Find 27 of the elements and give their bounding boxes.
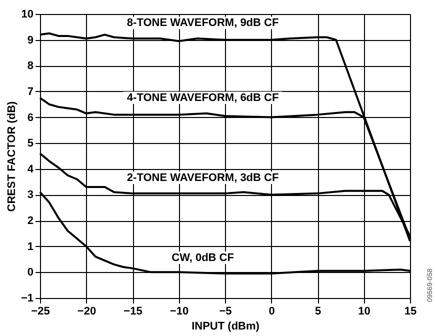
x-tick-label: −20 <box>77 306 96 318</box>
x-tick-label: 10 <box>358 306 370 318</box>
y-tick-label: 5 <box>27 138 34 150</box>
y-tick-label: 0 <box>27 266 34 279</box>
y-tick-label: 2 <box>27 215 34 228</box>
x-tick-label: 5 <box>314 306 322 318</box>
series-label: 2-TONE WAVEFORM, 3dB CF <box>126 172 279 184</box>
series-label: 8-TONE WAVEFORM, 9dB CF <box>126 16 279 29</box>
x-tick-label: −10 <box>170 306 189 318</box>
y-tick-label: 9 <box>27 34 34 46</box>
x-tick-label: −5 <box>219 306 232 318</box>
series-label: 4-TONE WAVEFORM, 6dB CF <box>126 92 279 104</box>
y-tick-label: −1 <box>20 292 34 304</box>
y-tick-label: 4 <box>27 163 34 176</box>
x-tick-label: −25 <box>31 306 50 318</box>
y-tick-label: 8 <box>27 60 34 72</box>
series-label: CW, 0dB CF <box>172 252 234 264</box>
y-tick-label: 1 <box>27 240 34 253</box>
y-tick-label: 3 <box>27 189 34 202</box>
x-axis-title: INPUT (dBm) <box>192 320 260 332</box>
x-tick-label: 0 <box>268 306 275 318</box>
x-tick-label: 15 <box>404 306 417 318</box>
y-tick-label: 6 <box>27 112 34 124</box>
y-axis-title: CREST FACTOR (dB) <box>6 100 18 212</box>
y-tick-label: 10 <box>21 8 34 20</box>
y-tick-label: 7 <box>27 86 34 98</box>
x-tick-label: −15 <box>124 306 142 318</box>
